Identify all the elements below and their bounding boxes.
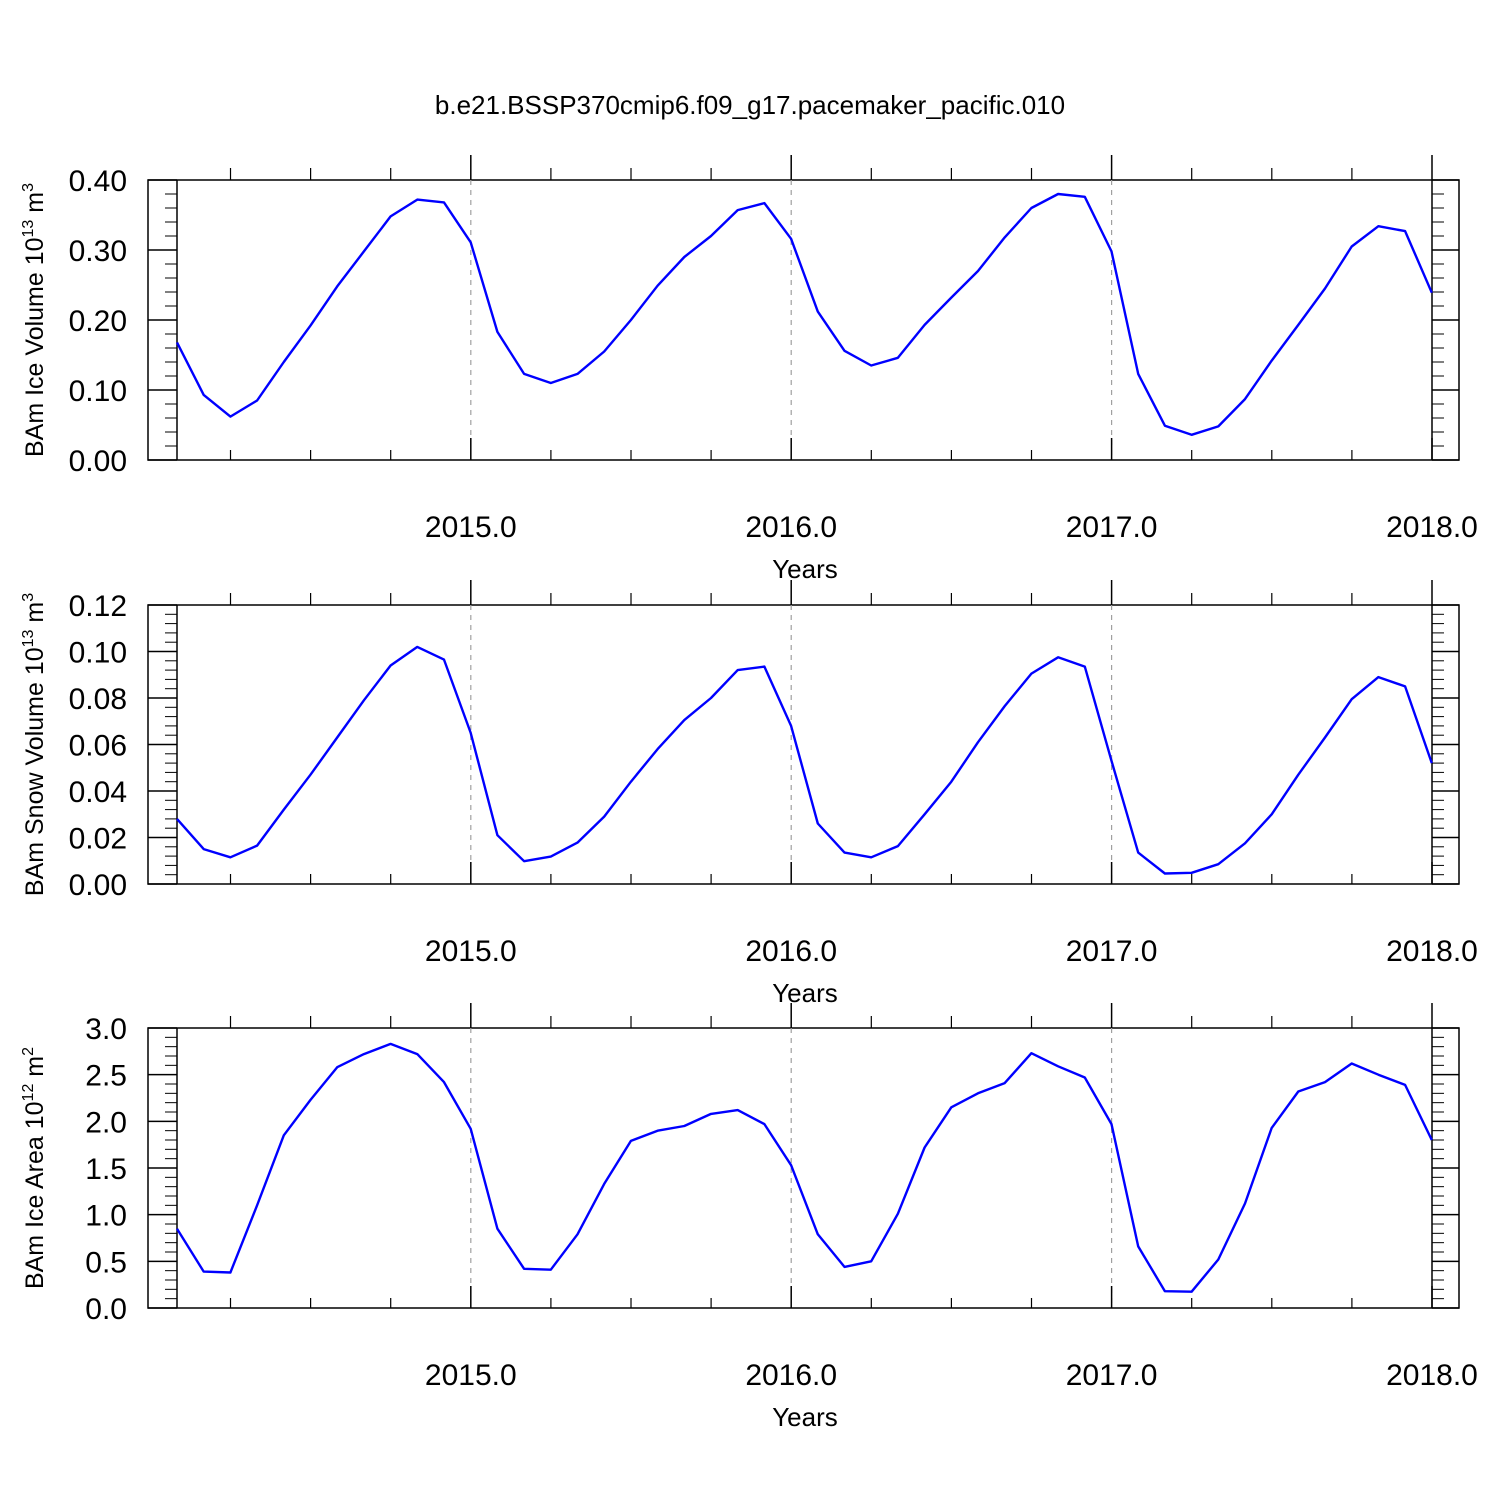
x-tick-label: 2016.0: [745, 935, 837, 968]
y-tick-label: 3.0: [85, 1013, 127, 1046]
x-tick-label: 2016.0: [745, 511, 837, 544]
y-tick-label: 0.04: [69, 776, 127, 809]
panel-2-frame: [147, 604, 1460, 885]
x-tick-label: 2015.0: [425, 1359, 517, 1392]
y-tick-label: 0.06: [69, 730, 127, 763]
x-tick-label: 2017.0: [1066, 1359, 1158, 1392]
x-tick-label: 2016.0: [745, 1359, 837, 1392]
x-tick-label: 2018.0: [1386, 511, 1478, 544]
y-tick-label: 0.0: [85, 1293, 127, 1326]
x-axis-label: Years: [772, 978, 838, 1008]
y-axis-label: BAm Ice Volume 1013 m3: [20, 183, 49, 457]
series-line: [175, 1042, 1433, 1293]
y-tick-label: 0.5: [85, 1246, 127, 1279]
y-tick-label: 0.30: [69, 235, 127, 268]
y-tick-label: 1.5: [85, 1153, 127, 1186]
figure-title: b.e21.BSSP370cmip6.f09_g17.pacemaker_pac…: [434, 90, 1066, 120]
panel-3-frame: [147, 1027, 1460, 1309]
y-axis-label: BAm Ice Area 1012 m2: [20, 1047, 49, 1289]
y-tick-label: 2.0: [85, 1106, 127, 1139]
x-tick-label: 2018.0: [1386, 1359, 1478, 1392]
x-axis-label: Years: [772, 554, 838, 584]
x-tick-label: 2015.0: [425, 511, 517, 544]
y-tick-label: 0.02: [69, 823, 127, 856]
y-axis-label: BAm Snow Volume 1013 m3: [20, 593, 49, 896]
y-tick-label: 1.0: [85, 1200, 127, 1233]
y-tick-label: 2.5: [85, 1060, 127, 1093]
y-tick-label: 0.08: [69, 683, 127, 716]
x-tick-label: 2018.0: [1386, 935, 1478, 968]
panel-1-frame: [147, 179, 1460, 461]
x-tick-label: 2015.0: [425, 935, 517, 968]
y-tick-label: 0.10: [69, 375, 127, 408]
series-line: [175, 192, 1433, 436]
series-line: [176, 645, 1433, 875]
y-tick-label: 0.40: [69, 165, 127, 198]
x-tick-label: 2017.0: [1066, 935, 1158, 968]
y-tick-label: 0.12: [69, 590, 127, 623]
x-tick-label: 2017.0: [1066, 511, 1158, 544]
y-tick-label: 0.10: [69, 637, 127, 670]
y-tick-label: 0.00: [69, 445, 127, 478]
x-axis-label: Years: [772, 1402, 838, 1432]
y-tick-label: 0.20: [69, 305, 127, 338]
y-tick-label: 0.00: [69, 869, 127, 902]
